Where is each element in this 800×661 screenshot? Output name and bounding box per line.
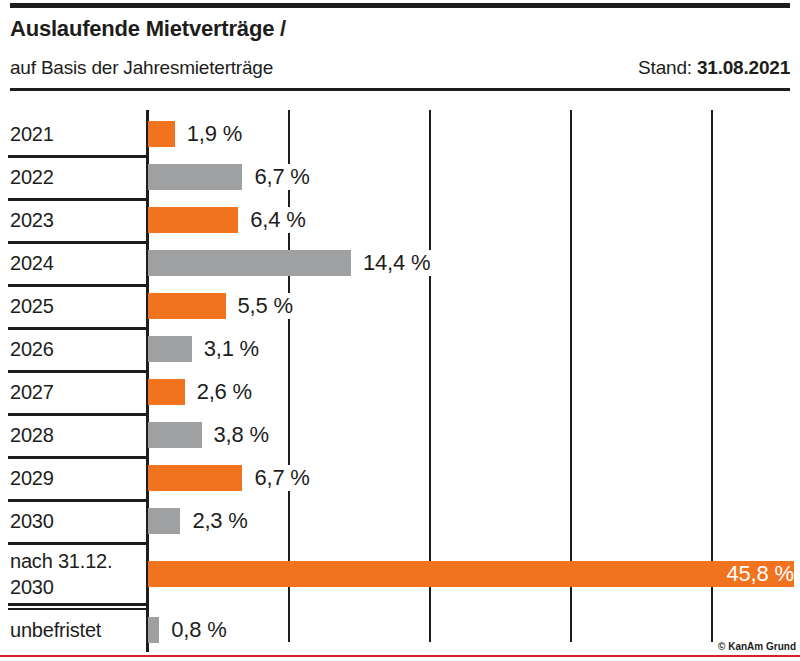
bar [148,207,238,233]
bar [148,293,226,319]
chart-row: 2025 5,5 % [0,284,800,327]
row-separator [8,456,148,459]
category-label: 2021 [10,112,142,155]
category-label: 2024 [10,241,142,284]
status-date-label: Stand: [638,57,697,78]
row-separator [8,241,148,244]
category-label: 2025 [10,284,142,327]
category-label: 2029 [10,456,142,499]
chart-row: unbefristet 0,8 % [0,613,800,647]
status-date: Stand: 31.08.2021 [638,57,790,79]
chart-row: 2029 6,7 % [0,456,800,499]
status-date-value: 31.08.2021 [697,57,790,78]
category-label: 2022 [10,155,142,198]
bar [148,617,159,643]
chart-row: nach 31.12. 2030 45,8 % [0,544,800,603]
value-label: 2,3 % [187,508,252,534]
category-label: unbefristet [10,613,142,647]
category-label: 2023 [10,198,142,241]
value-label: 6,7 % [249,164,314,190]
chart-title: Auslaufende Mietverträge / [10,16,286,42]
row-separator [8,542,148,545]
header-rule [10,88,790,91]
row-separator [8,198,148,201]
row-separator [8,608,148,610]
category-label: 2026 [10,327,142,370]
row-separator [8,155,148,158]
chart-page: Auslaufende Mietverträge / auf Basis der… [0,0,800,661]
row-separator [8,327,148,330]
chart-row: 2026 3,1 % [0,327,800,370]
value-label: 6,7 % [249,465,314,491]
category-label: 2028 [10,413,142,456]
value-label: 0,8 % [166,617,231,643]
value-label: 45,8 % [684,561,800,587]
value-label: 5,5 % [233,293,298,319]
row-separator [8,499,148,502]
value-label: 6,4 % [245,207,310,233]
bar [148,336,192,362]
category-label: 2030 [10,499,142,542]
value-label: 1,9 % [182,121,247,147]
bar [148,250,351,276]
bar [148,465,242,491]
row-separator [8,370,148,373]
bar [148,422,202,448]
chart-row: 2024 14,4 % [0,241,800,284]
chart-row: 2021 1,9 % [0,112,800,155]
chart-row: 2030 2,3 % [0,499,800,542]
subtitle-row: auf Basis der Jahresmieterträge Stand: 3… [10,57,790,79]
row-separator [8,603,148,606]
bar [148,164,242,190]
row-separator [8,284,148,287]
chart-row: 2023 6,4 % [0,198,800,241]
category-label: 2027 [10,370,142,413]
value-label: 3,8 % [209,422,274,448]
row-separator [8,413,148,416]
value-label: 3,1 % [199,336,264,362]
chart-row: 2022 6,7 % [0,155,800,198]
chart-row: 2028 3,8 % [0,413,800,456]
value-label: 2,6 % [192,379,257,405]
bar [148,508,180,534]
bar [148,121,175,147]
chart-row: 2027 2,6 % [0,370,800,413]
top-rule [10,3,790,8]
chart-subtitle: auf Basis der Jahresmieterträge [10,57,273,79]
category-label: nach 31.12. 2030 [10,544,142,603]
bar [148,379,185,405]
value-label: 14,4 % [358,250,435,276]
bottom-red-rule [0,655,800,657]
